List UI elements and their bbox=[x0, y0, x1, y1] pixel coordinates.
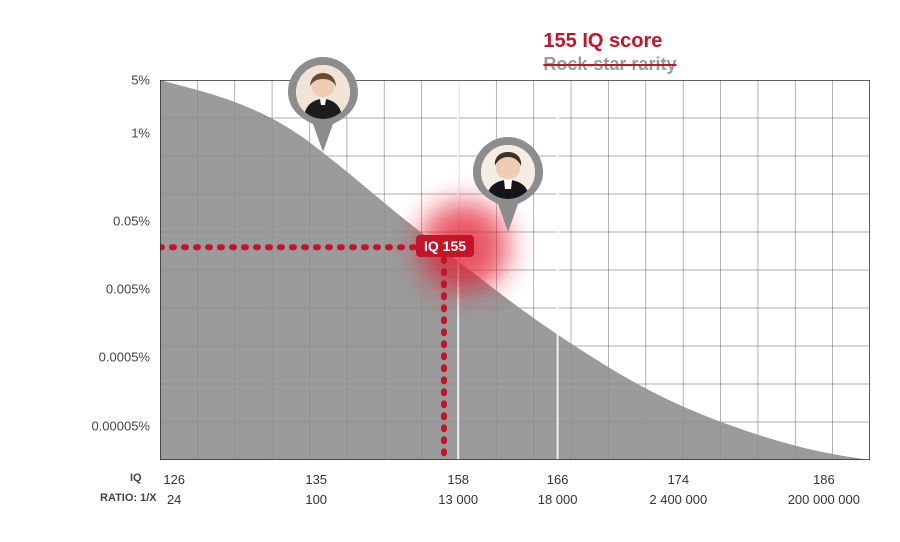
chart-plot-area: IQ 155 bbox=[160, 80, 870, 460]
x-row-label-iq: IQ bbox=[130, 472, 142, 484]
person-pin-emma-watson bbox=[288, 57, 358, 152]
y-tick-label: 5% bbox=[0, 73, 150, 88]
x-tick-ratio: 13 000 bbox=[438, 492, 478, 507]
highlight-iq-badge: IQ 155 bbox=[416, 235, 474, 257]
x-tick-ratio: 2 400 000 bbox=[649, 492, 707, 507]
x-tick-ratio: 24 bbox=[167, 492, 181, 507]
y-tick-label: 1% bbox=[0, 126, 150, 141]
x-tick-iq: 126 bbox=[163, 472, 185, 487]
x-tick-ratio: 18 000 bbox=[538, 492, 578, 507]
x-row-label-ratio: RATIO: 1/X bbox=[100, 492, 157, 504]
chart-title-sub: Rock-star rarity bbox=[543, 54, 676, 75]
y-tick-label: 0.05% bbox=[0, 213, 150, 228]
chart-title-main: 155 IQ score bbox=[543, 30, 662, 53]
x-tick-ratio: 200 000 000 bbox=[788, 492, 860, 507]
x-tick-iq: 166 bbox=[547, 472, 569, 487]
avatar-icon bbox=[481, 145, 535, 199]
x-tick-iq: 135 bbox=[305, 472, 327, 487]
x-tick-iq: 186 bbox=[813, 472, 835, 487]
y-tick-label: 0.00005% bbox=[0, 418, 150, 433]
y-tick-label: 0.005% bbox=[0, 282, 150, 297]
y-tick-label: 0.0005% bbox=[0, 350, 150, 365]
x-tick-iq: 158 bbox=[447, 472, 469, 487]
x-tick-iq: 174 bbox=[667, 472, 689, 487]
x-tick-ratio: 100 bbox=[305, 492, 327, 507]
person-pin-elon-musk bbox=[473, 137, 543, 232]
avatar-icon bbox=[296, 65, 350, 119]
